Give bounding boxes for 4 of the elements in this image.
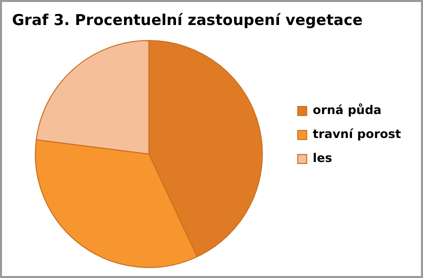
legend-label: orná půda bbox=[312, 103, 382, 118]
legend-label: les bbox=[312, 151, 332, 166]
chart-title: Graf 3. Procentuelní zastoupení vegetace bbox=[12, 10, 363, 29]
legend-label: travní porost bbox=[312, 127, 402, 142]
